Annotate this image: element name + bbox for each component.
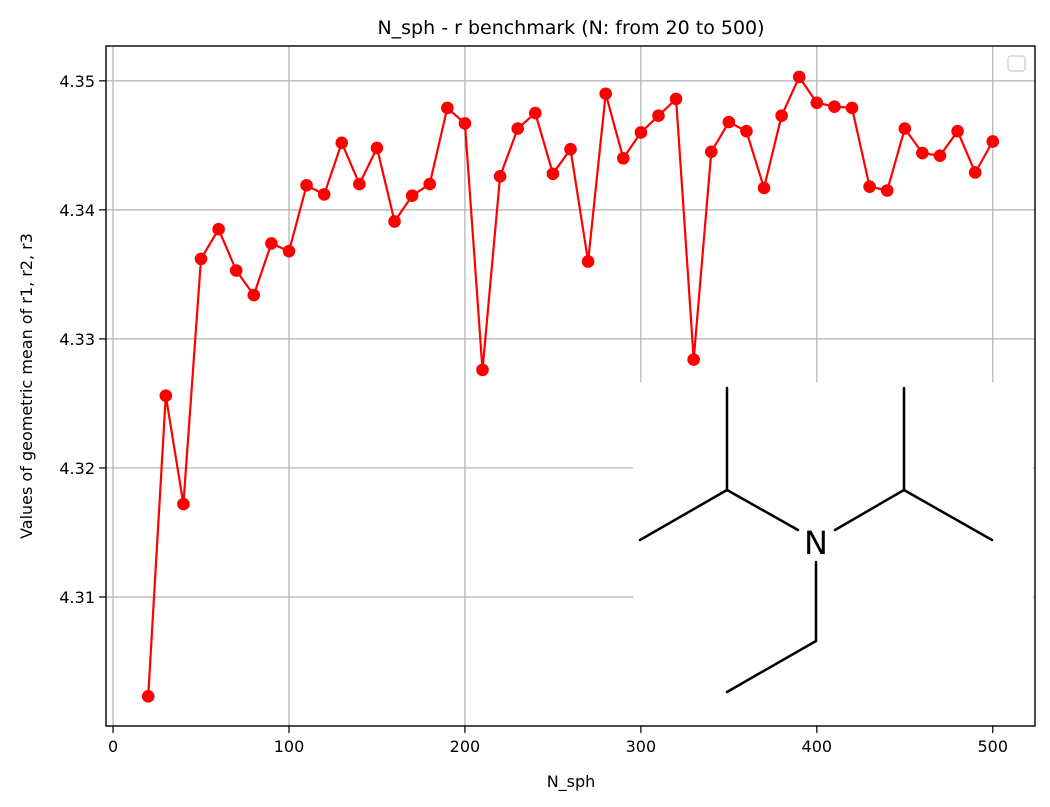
y-tick-label: 4.32 <box>59 459 95 478</box>
data-point <box>388 215 401 228</box>
data-point <box>757 181 771 195</box>
data-point <box>951 124 964 138</box>
x-tick-label: 300 <box>626 737 657 756</box>
data-point <box>405 189 419 202</box>
data-point <box>669 92 683 106</box>
data-point <box>968 166 982 179</box>
data-point <box>159 389 173 402</box>
data-point <box>265 237 278 250</box>
data-point <box>458 117 472 130</box>
y-tick-label: 4.33 <box>59 330 95 349</box>
data-point <box>845 101 859 115</box>
data-point <box>599 87 612 101</box>
data-point <box>529 106 542 120</box>
bond <box>725 639 818 694</box>
x-axis-label: N_sph <box>547 772 596 792</box>
data-point <box>335 136 349 150</box>
data-point <box>916 146 929 160</box>
bond <box>833 488 906 532</box>
data-point <box>229 264 243 277</box>
x-tick-label: 100 <box>274 737 305 756</box>
x-tick-label: 200 <box>450 737 481 756</box>
y-tick-label: 4.31 <box>59 588 95 607</box>
molecule-inset: N <box>633 382 1033 725</box>
data-point <box>810 96 824 110</box>
data-point <box>423 177 437 191</box>
x-tick-label: 500 <box>977 737 1008 756</box>
data-point <box>476 363 489 377</box>
data-point <box>687 353 700 366</box>
bond <box>725 488 800 532</box>
data-point <box>300 179 313 192</box>
bond <box>638 488 729 542</box>
data-point <box>828 100 841 113</box>
data-point <box>704 145 718 159</box>
data-point <box>986 135 1000 148</box>
data-point <box>141 690 155 703</box>
data-point <box>863 180 876 193</box>
data-point <box>194 252 208 266</box>
data-point <box>177 497 190 511</box>
ticks: 0 100 200 300 400 500 4.31 4.32 4.33 4.34 4.35 <box>59 72 1008 756</box>
chart-title: N_sph - r benchmark (N: from 20 to 500) <box>377 17 764 39</box>
x-tick-label: 0 <box>108 737 118 756</box>
data-point <box>370 141 384 155</box>
data-point <box>581 255 595 268</box>
inset-background <box>633 382 1033 725</box>
data-point <box>652 109 665 122</box>
data-point <box>898 122 912 135</box>
data-point <box>353 177 366 191</box>
axes-frame <box>105 45 1036 727</box>
legend-box <box>1007 55 1026 72</box>
data-point <box>740 124 753 138</box>
y-axis-label: Values of geometric mean of r1, r2, r3 <box>17 233 36 539</box>
data-point <box>564 142 577 156</box>
data-point <box>493 170 507 183</box>
bond-lines <box>638 386 994 694</box>
data-point <box>775 109 788 122</box>
data-point <box>511 122 525 135</box>
data-point <box>722 115 736 129</box>
y-tick-label: 4.35 <box>59 72 95 91</box>
data-point <box>792 70 806 84</box>
series-layer <box>141 70 1000 703</box>
data-point <box>317 188 331 201</box>
data-point <box>212 222 225 236</box>
data-point <box>880 184 894 197</box>
y-tick-label: 4.34 <box>59 201 95 220</box>
data-point <box>282 244 296 258</box>
data-point <box>616 151 630 165</box>
data-point <box>933 149 947 162</box>
nitrogen-atom-label: N <box>804 524 828 562</box>
data-point <box>546 167 560 181</box>
bond <box>902 488 994 542</box>
data-point <box>247 288 261 302</box>
plot-border <box>105 45 1036 727</box>
data-point <box>634 126 648 139</box>
x-tick-label: 400 <box>802 737 833 756</box>
grid <box>106 46 1035 726</box>
data-point <box>441 101 454 115</box>
